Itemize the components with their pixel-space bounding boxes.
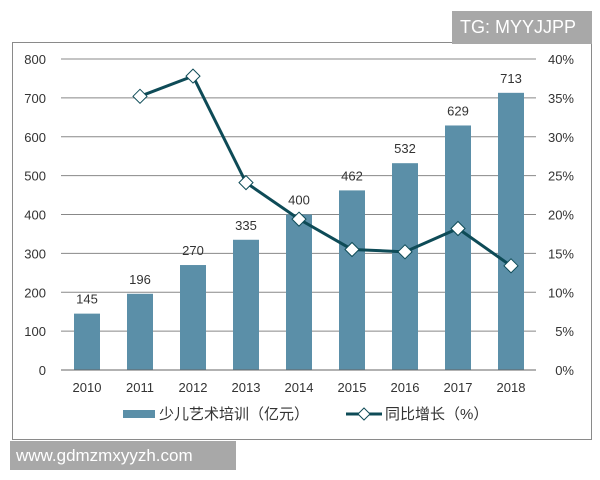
bar-data-label: 335 [235,218,257,233]
bar [180,265,206,370]
chart-frame: 0 100 200 300 400 500 600 700 800 0% 5% 10% 15% 20% 25… [12,42,592,440]
y-right-tick-label: 20% [548,208,574,223]
x-tick-label: 2012 [179,380,208,395]
legend-line-label: 同比增长（%） [385,406,488,423]
y-left-tick-label: 200 [24,285,46,300]
bar [392,163,418,370]
bar-data-label: 629 [447,103,469,118]
x-tick-label: 2011 [126,380,154,395]
x-tick-label: 2014 [285,380,314,395]
x-tick-label: 2013 [232,380,261,395]
bar-data-label: 462 [341,168,363,183]
bar-data-label: 400 [288,193,310,208]
growth-marker [291,211,307,227]
bar-data-label: 196 [129,272,151,287]
growth-marker [450,220,466,237]
bar-data-label: 270 [182,243,204,258]
growth-marker [238,174,254,191]
watermark-bottom: www.gdmzmxyyzh.com [10,441,236,470]
x-tick-label: 2017 [444,380,473,395]
x-tick-label: 2010 [73,380,102,395]
y-left-tick-label: 0 [39,363,46,378]
y-right-tick-label: 35% [548,91,574,106]
y-left-tick-label: 300 [24,246,46,261]
bar-data-label: 145 [76,292,98,307]
x-tick-label: 2016 [391,380,420,395]
growth-marker [185,68,201,84]
legend-bar-swatch [123,410,155,418]
growth-marker [397,244,413,260]
y-right-tick-label: 5% [555,324,574,339]
y-right-tick-label: 0% [555,363,574,378]
growth-marker [344,241,360,258]
bar [286,214,312,370]
y-left-tick-label: 800 [24,52,46,67]
x-tick-label: 2018 [497,380,526,395]
legend-line-marker [357,407,371,421]
bar-data-label: 713 [500,71,522,86]
bar [233,239,259,370]
y-right-tick-label: 30% [548,130,574,145]
y-left-tick-label: 500 [24,169,46,184]
x-tick-label: 2015 [338,380,367,395]
bar [498,92,524,370]
growth-marker [132,88,148,105]
chart: 0 100 200 300 400 500 600 700 800 0% 5% 10% 15% 20% 25… [24,52,574,423]
y-right-tick-label: 25% [548,169,574,184]
legend-bar-label: 少儿艺术培训（亿元） [159,406,309,423]
growth-marker [503,258,519,274]
y-left-tick-label: 700 [24,91,46,106]
bar [74,313,100,370]
y-left-tick-label: 100 [24,324,46,339]
y-right-tick-label: 10% [548,285,574,300]
bar-data-label: 532 [394,141,416,156]
bar [127,293,153,370]
y-left-tick-label: 400 [24,208,46,223]
y-right-tick-label: 40% [548,52,574,67]
growth-line [139,74,512,268]
y-right-tick-label: 15% [548,246,574,261]
bar [445,125,471,370]
watermark-top: TG: MYYJJPP [452,11,592,44]
bar [339,190,365,370]
y-left-tick-label: 600 [24,130,46,145]
